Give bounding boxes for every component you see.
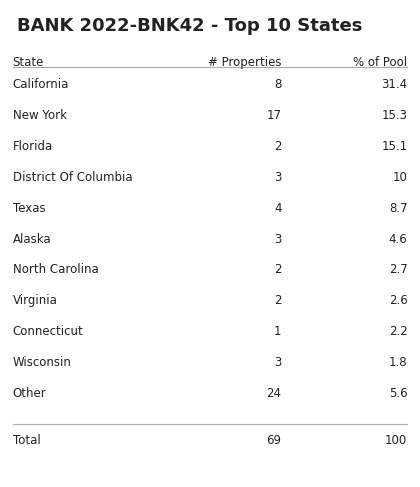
Text: 24: 24: [266, 387, 281, 400]
Text: 8.7: 8.7: [389, 202, 407, 215]
Text: Alaska: Alaska: [13, 233, 51, 245]
Text: 69: 69: [266, 434, 281, 447]
Text: % of Pool: % of Pool: [353, 56, 407, 69]
Text: California: California: [13, 78, 69, 91]
Text: Virginia: Virginia: [13, 294, 58, 307]
Text: 100: 100: [385, 434, 407, 447]
Text: New York: New York: [13, 109, 67, 122]
Text: Other: Other: [13, 387, 46, 400]
Text: 4: 4: [274, 202, 281, 215]
Text: 2.6: 2.6: [388, 294, 407, 307]
Text: Connecticut: Connecticut: [13, 325, 83, 338]
Text: 2.7: 2.7: [388, 263, 407, 277]
Text: 31.4: 31.4: [381, 78, 407, 91]
Text: 10: 10: [393, 171, 407, 184]
Text: Wisconsin: Wisconsin: [13, 356, 71, 369]
Text: 2: 2: [274, 263, 281, 277]
Text: 1.8: 1.8: [389, 356, 407, 369]
Text: Total: Total: [13, 434, 40, 447]
Text: 3: 3: [274, 171, 281, 184]
Text: # Properties: # Properties: [208, 56, 281, 69]
Text: North Carolina: North Carolina: [13, 263, 98, 277]
Text: 2.2: 2.2: [388, 325, 407, 338]
Text: 2: 2: [274, 294, 281, 307]
Text: Florida: Florida: [13, 140, 53, 153]
Text: 15.1: 15.1: [381, 140, 407, 153]
Text: 4.6: 4.6: [388, 233, 407, 245]
Text: 3: 3: [274, 356, 281, 369]
Text: Texas: Texas: [13, 202, 45, 215]
Text: 3: 3: [274, 233, 281, 245]
Text: 8: 8: [274, 78, 281, 91]
Text: 17: 17: [266, 109, 281, 122]
Text: 1: 1: [274, 325, 281, 338]
Text: 2: 2: [274, 140, 281, 153]
Text: BANK 2022-BNK42 - Top 10 States: BANK 2022-BNK42 - Top 10 States: [17, 17, 362, 35]
Text: 15.3: 15.3: [381, 109, 407, 122]
Text: District Of Columbia: District Of Columbia: [13, 171, 132, 184]
Text: State: State: [13, 56, 44, 69]
Text: 5.6: 5.6: [389, 387, 407, 400]
